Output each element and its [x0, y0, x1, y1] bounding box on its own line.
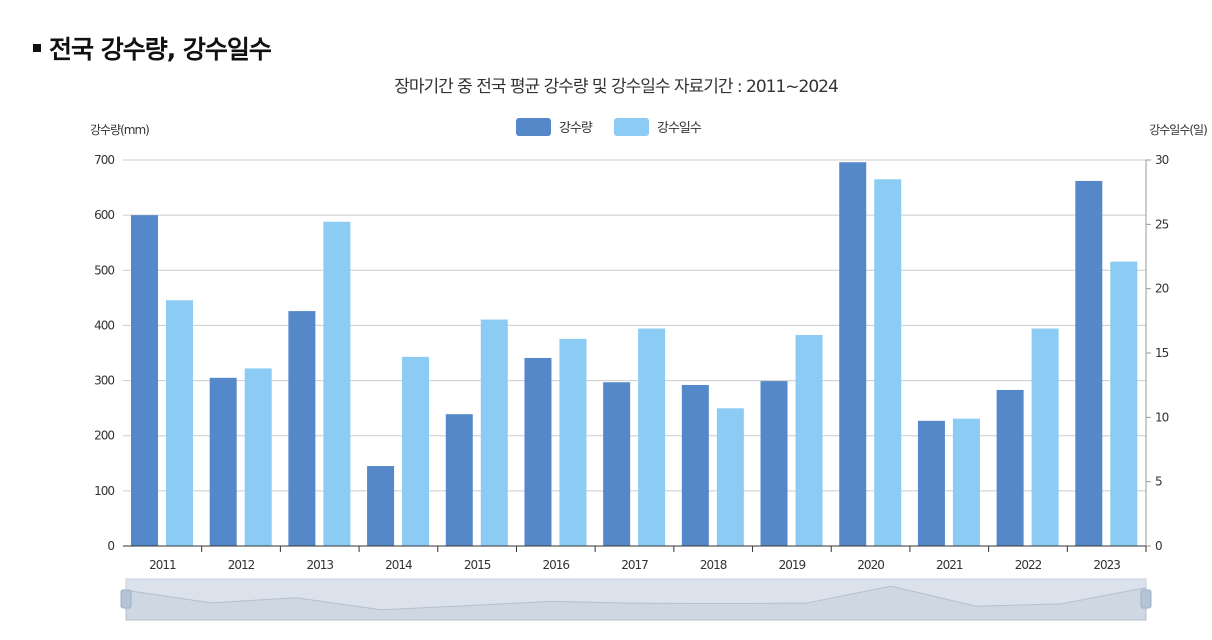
bar-raindays-2021: [952, 418, 980, 546]
bar-raindays-2011: [166, 300, 193, 546]
x-tick-label: 2018: [700, 558, 727, 572]
bar-rainfall-2011: [131, 215, 158, 546]
slider-handle-right[interactable]: [1140, 589, 1152, 609]
left-tick-label: 600: [94, 208, 114, 222]
bar-raindays-2013: [323, 221, 351, 546]
x-tick-label: 2012: [228, 558, 255, 572]
right-tick-label: 25: [1155, 217, 1169, 231]
bar-raindays-2023: [1110, 261, 1138, 546]
section-heading: 전국 강수량, 강수일수: [33, 30, 272, 66]
legend-label: 강수일수: [657, 121, 702, 136]
bar-raindays-2015: [480, 319, 508, 546]
chart-title: 장마기간 중 전국 평균 강수량 및 강수일수 자료기간 : 2011~2024: [394, 77, 838, 97]
right-tick-label: 15: [1155, 346, 1169, 360]
x-tick-label: 2013: [306, 558, 333, 572]
left-tick-label: 700: [94, 153, 114, 167]
bar-raindays-2018: [716, 408, 744, 546]
x-tick-label: 2017: [621, 558, 648, 572]
bar-raindays-2014: [402, 356, 430, 546]
right-tick-label: 30: [1155, 153, 1169, 167]
x-tick-label: 2021: [936, 558, 963, 572]
bar-rainfall-2016: [524, 357, 552, 546]
slider-handle-left[interactable]: [120, 589, 132, 609]
left-tick-label: 100: [94, 484, 114, 498]
x-tick-label: 2015: [464, 558, 491, 572]
x-tick-label: 2014: [385, 558, 412, 572]
x-tick-label: 2019: [779, 558, 806, 572]
right-tick-label: 5: [1155, 475, 1162, 489]
bar-rainfall-2014: [367, 466, 395, 546]
bar-rainfall-2020: [839, 162, 867, 546]
heading-text: 전국 강수량, 강수일수: [49, 35, 272, 64]
bar-rainfall-2015: [445, 414, 473, 546]
bar-rainfall-2023: [1075, 180, 1103, 546]
legend-label: 강수량: [559, 121, 593, 136]
bar-raindays-2017: [638, 328, 666, 546]
right-tick-label: 0: [1155, 539, 1162, 553]
left-axis-label: 강수량(mm): [90, 123, 149, 137]
left-tick-label: 300: [94, 374, 114, 388]
x-tick-label: 2016: [543, 558, 570, 572]
x-tick-label: 2011: [149, 558, 176, 572]
x-tick-label: 2023: [1093, 558, 1120, 572]
left-tick-label: 500: [94, 263, 114, 277]
left-tick-label: 200: [94, 429, 114, 443]
bar-raindays-2012: [244, 368, 272, 546]
right-axis-label: 강수일수(일): [1149, 123, 1207, 137]
bullet-square-icon: [33, 44, 41, 52]
bar-rainfall-2012: [209, 377, 237, 546]
bar-rainfall-2018: [681, 384, 709, 546]
right-tick-label: 20: [1155, 282, 1169, 296]
bar-rainfall-2022: [996, 389, 1024, 546]
bar-rainfall-2013: [288, 311, 316, 546]
x-tick-label: 2020: [857, 558, 884, 572]
legend-swatch: [516, 118, 551, 136]
bar-raindays-2022: [1031, 328, 1059, 546]
bar-raindays-2020: [874, 179, 902, 547]
bar-rainfall-2019: [760, 381, 788, 546]
x-tick-label: 2022: [1015, 558, 1042, 572]
bar-raindays-2019: [795, 334, 823, 546]
left-tick-label: 400: [94, 318, 114, 332]
bar-raindays-2016: [559, 338, 587, 546]
right-tick-label: 10: [1155, 410, 1169, 424]
bar-rainfall-2017: [603, 382, 631, 546]
legend-swatch: [614, 118, 649, 136]
slider-preview-area[interactable]: [125, 585, 1147, 621]
left-tick-label: 0: [107, 539, 114, 553]
bar-rainfall-2021: [917, 420, 945, 546]
